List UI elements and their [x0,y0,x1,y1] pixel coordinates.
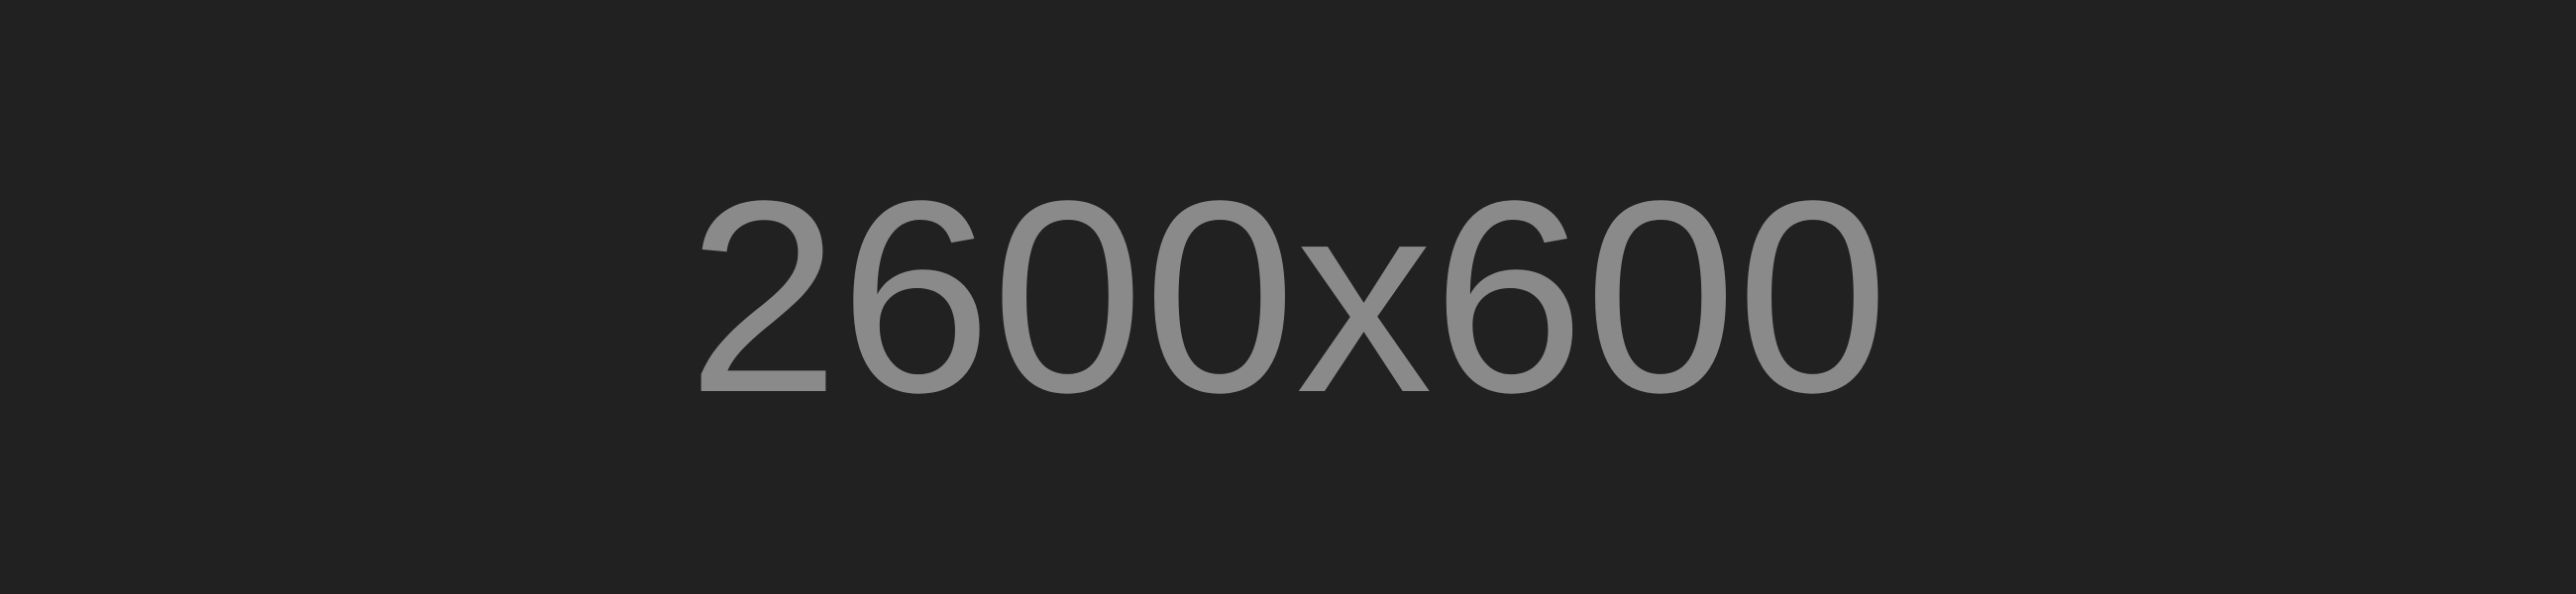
placeholder-image: 2600x600 [687,145,1889,449]
dimensions-label: 2600x600 [687,145,1889,449]
